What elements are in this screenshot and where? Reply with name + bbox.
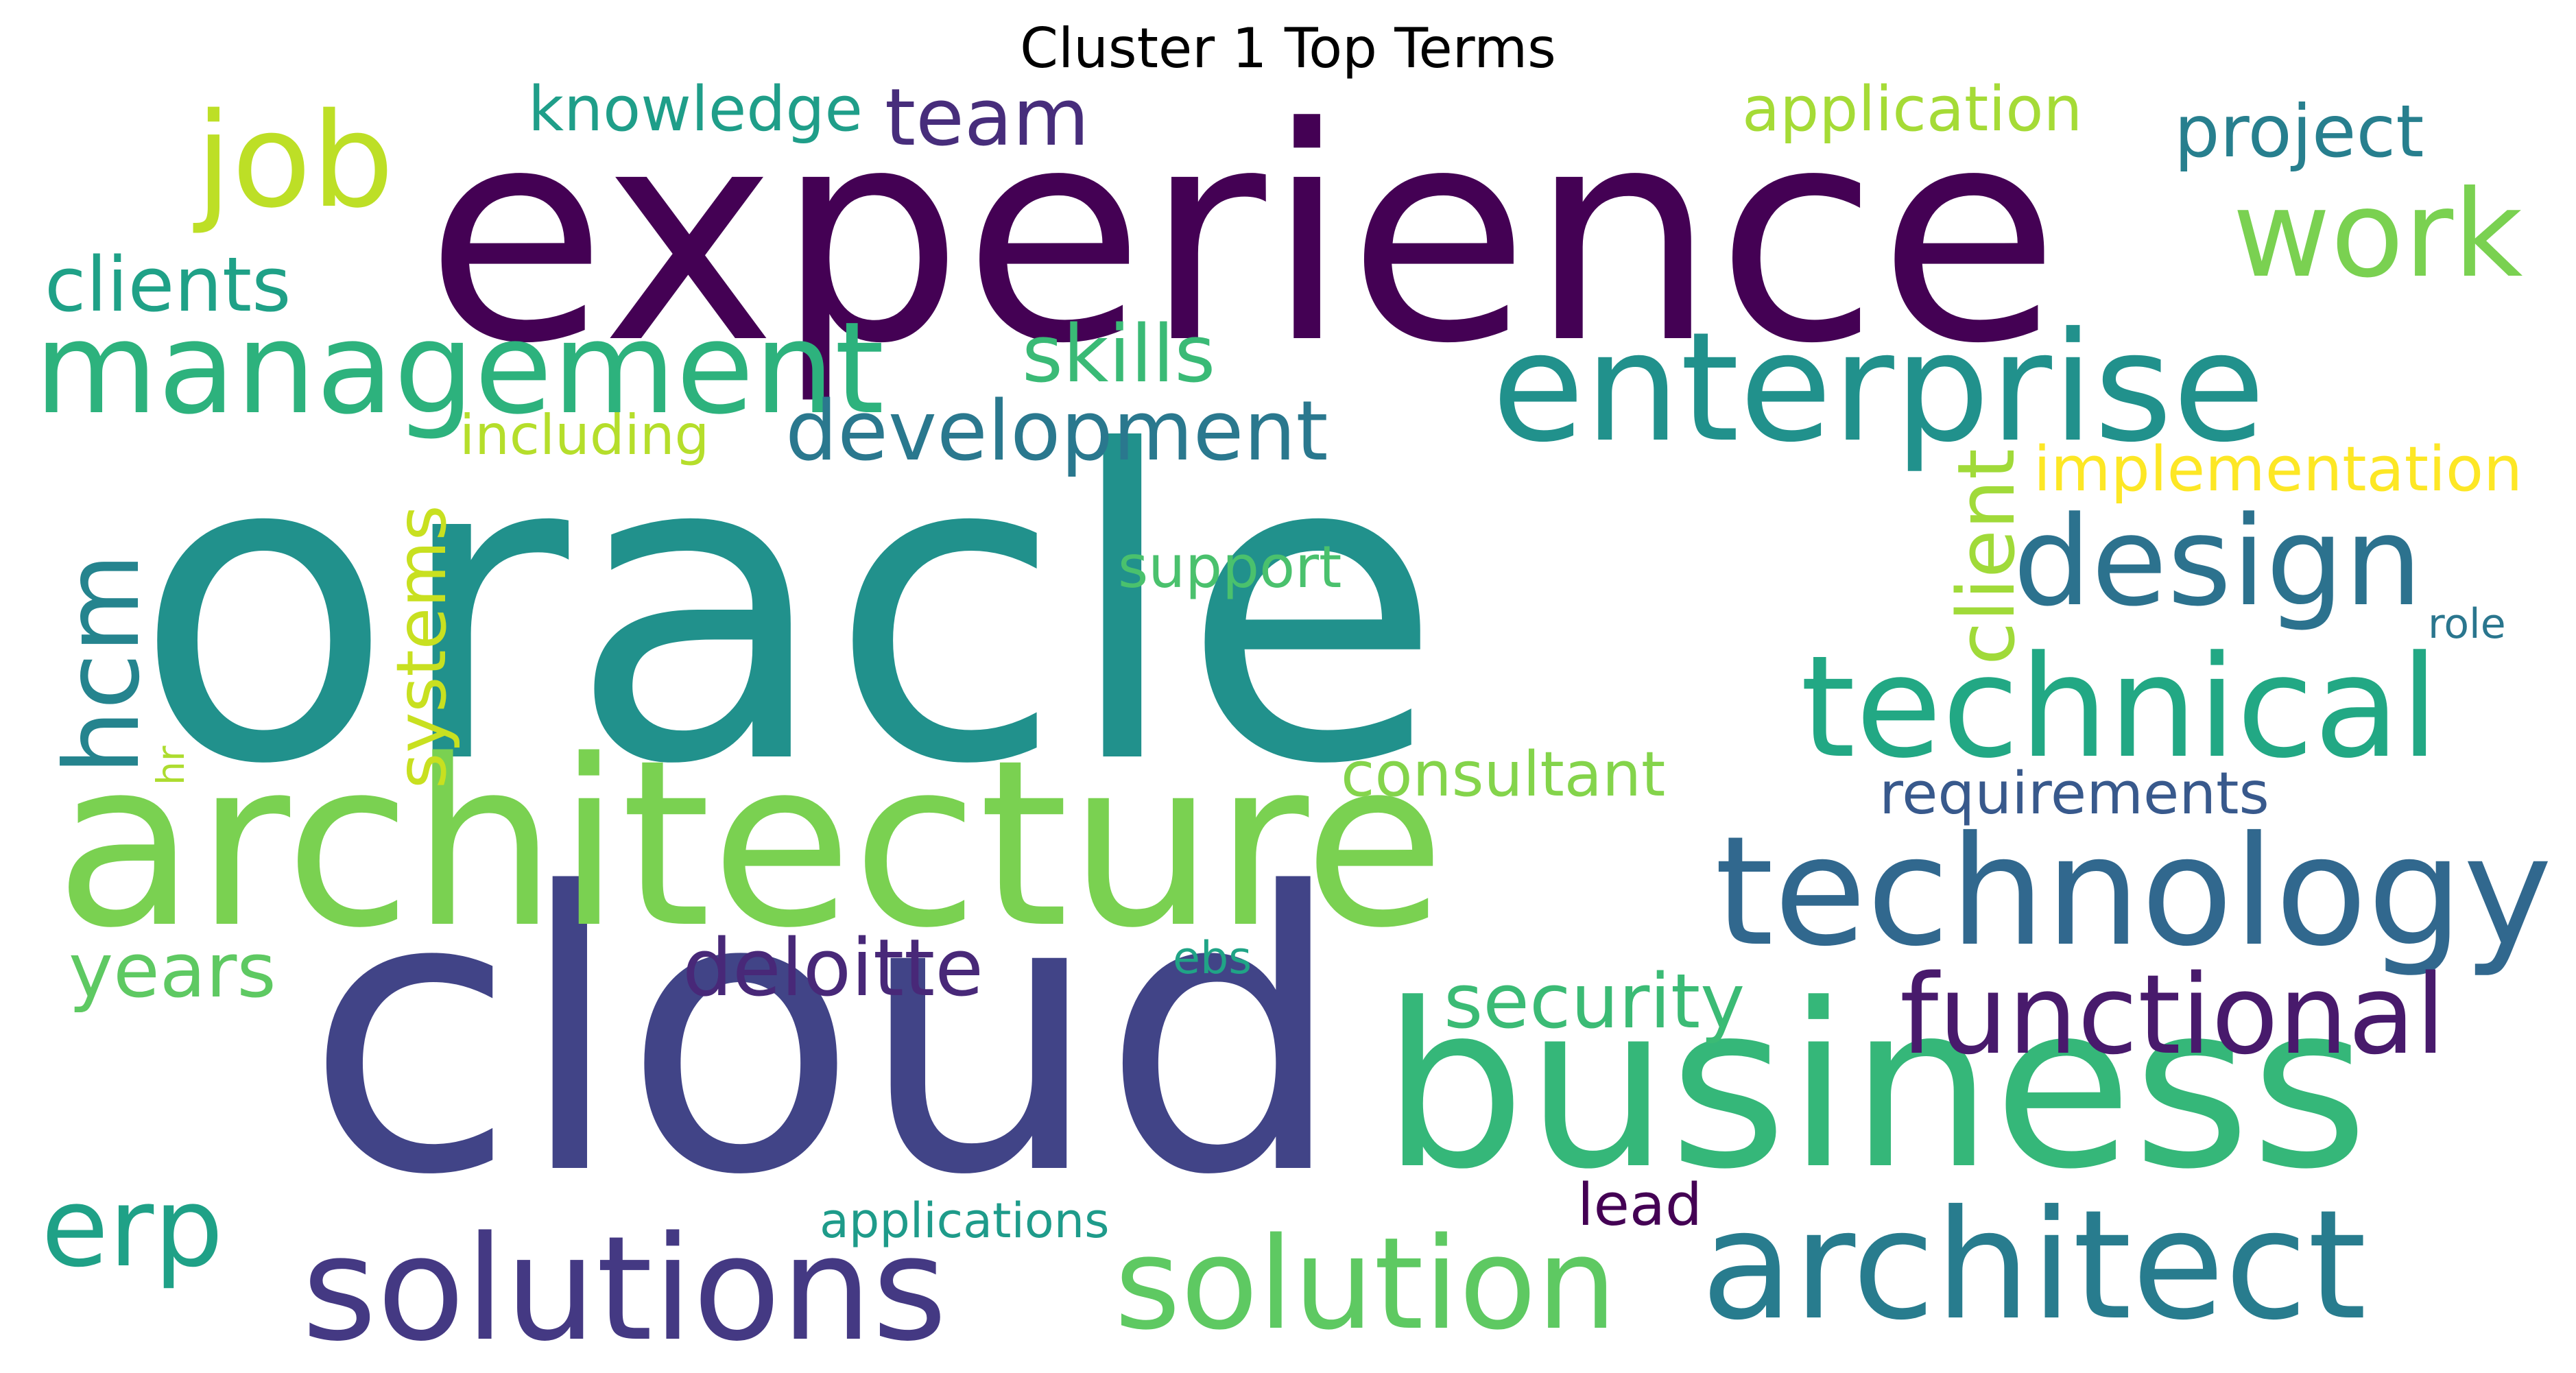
word-job: job — [195, 85, 394, 237]
word-lead: lead — [1577, 1171, 1702, 1239]
word-erp: erp — [41, 1163, 224, 1291]
word-architecture: architecture — [55, 711, 1446, 979]
word-hcm: hcm — [43, 553, 163, 775]
word-experience: experience — [425, 65, 2060, 408]
word-systems: systems — [381, 505, 462, 789]
word-development: development — [785, 384, 1328, 479]
word-requirements: requirements — [1879, 760, 2269, 828]
word-client: client — [1941, 449, 2033, 665]
word-implementation: implementation — [2034, 433, 2523, 505]
word-deloitte: deloitte — [682, 922, 983, 1014]
word-technology: technology — [1715, 804, 2553, 979]
word-role: role — [2428, 600, 2506, 648]
word-support: support — [1118, 534, 1342, 601]
word-ebs: ebs — [1173, 933, 1252, 984]
word-including: including — [460, 403, 710, 467]
word-knowledge: knowledge — [528, 73, 863, 145]
word-years: years — [69, 927, 276, 1014]
word-business: business — [1382, 955, 2369, 1219]
word-clients: clients — [45, 241, 291, 329]
word-solution: solution — [1114, 1210, 1617, 1358]
word-architect: architect — [1701, 1178, 2367, 1353]
word-management: management — [34, 294, 885, 442]
word-technical: technical — [1800, 626, 2440, 789]
word-enterprise: enterprise — [1492, 300, 2266, 475]
word-consultant: consultant — [1341, 739, 1666, 811]
word-security: security — [1444, 957, 1745, 1045]
word-cloud-term: cloud — [305, 812, 1346, 1259]
word-solutions: solutions — [302, 1205, 948, 1373]
word-team: team — [885, 72, 1090, 164]
word-work: work — [2232, 165, 2523, 305]
word-project: project — [2174, 90, 2424, 174]
word-skills: skills — [1022, 309, 1216, 401]
word-application: application — [1742, 73, 2083, 145]
word-design: design — [2013, 490, 2423, 634]
word-oracle: oracle — [134, 363, 1443, 857]
chart-title: Cluster 1 Top Terms — [1020, 16, 1556, 80]
word-functional: functional — [1900, 951, 2446, 1079]
word-applications: applications — [820, 1193, 1110, 1249]
word-hr: hr — [149, 745, 193, 785]
